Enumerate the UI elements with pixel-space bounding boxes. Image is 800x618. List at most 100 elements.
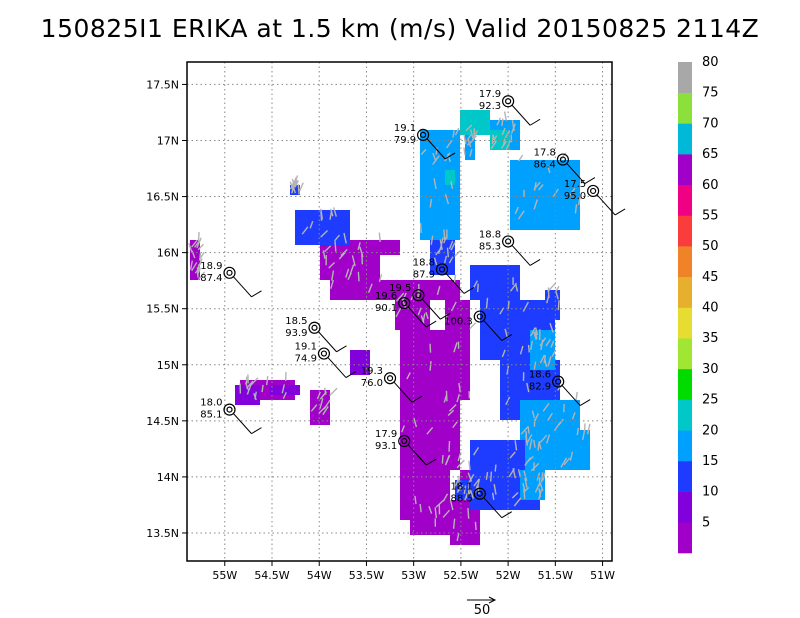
wind-vector [329, 387, 338, 397]
station-value-bottom: 79.9 [394, 135, 416, 146]
colorbar-swatch [678, 276, 692, 308]
colorbar-swatch [678, 215, 692, 247]
wind-vector [537, 184, 544, 191]
wind-speed-cell [530, 330, 555, 370]
wind-vector [540, 472, 544, 483]
wind-vector [334, 234, 340, 242]
station-value-bottom: 74.9 [295, 354, 317, 365]
wind-speed-cell [470, 265, 520, 300]
station-marker-inner [505, 238, 512, 245]
wind-vector [491, 492, 495, 500]
wind-vector [332, 207, 337, 217]
station-value-top: 19.5 [389, 283, 411, 294]
wind-vector [574, 204, 578, 214]
wind-vector [555, 292, 559, 300]
wind-speed-cell [450, 510, 480, 545]
wind-speed-cell [445, 300, 470, 400]
wind-vector [191, 250, 196, 259]
wind-vector [550, 340, 555, 348]
wind-vector [447, 153, 452, 162]
wind-vector [545, 338, 551, 347]
station-value-bottom: 87.4 [200, 273, 222, 284]
wind-speed-cell [545, 290, 560, 320]
wind-vector [433, 257, 438, 266]
wind-vector [443, 255, 448, 264]
colorbar-swatch [678, 62, 692, 93]
wind-barb-flag [425, 320, 437, 328]
colorbar-label: 75 [702, 86, 719, 101]
wind-vector [542, 403, 550, 412]
wind-vector [534, 331, 538, 340]
wind-vector [446, 140, 453, 149]
wind-vector [524, 457, 532, 467]
wind-barb-flag [444, 152, 456, 160]
wind-vector [323, 399, 331, 410]
wind-vector [513, 497, 522, 507]
wind-vector [463, 147, 466, 156]
wind-vector [467, 138, 472, 148]
wind-vector [529, 327, 536, 337]
wind-vector [489, 471, 493, 482]
wind-speed-cell [350, 350, 370, 375]
y-tick-label: 13.5N [146, 527, 179, 540]
wind-vector [345, 268, 350, 278]
wind-vector [329, 210, 333, 220]
station-value-bottom: 82.9 [529, 382, 551, 393]
wind-barb-staff [561, 385, 581, 406]
station-value-top: 19.1 [295, 342, 317, 353]
wind-vector [452, 130, 455, 138]
wind-vector [547, 412, 553, 421]
wind-vector [343, 232, 347, 244]
wind-vector [322, 250, 326, 259]
wind-vector [469, 148, 473, 157]
wind-barb-staff [483, 497, 503, 519]
wind-barb-flag [579, 399, 591, 407]
wind-vector [504, 130, 511, 139]
colorbar-swatch [678, 92, 692, 124]
wind-vector [528, 438, 533, 450]
wind-vector [501, 127, 506, 136]
colorbar-label: 55 [702, 208, 719, 223]
chart-title: 150825I1 ERIKA at 1.5 km (m/s) Valid 201… [40, 14, 760, 43]
wind-vector [452, 518, 456, 529]
wind-vector [449, 404, 457, 412]
station-marker-outer [317, 347, 331, 360]
wind-vector [534, 483, 540, 493]
station-marker-inner [555, 378, 562, 385]
wind-vector [546, 294, 550, 304]
wind-vector [576, 427, 580, 436]
y-tick-label: 16N [157, 247, 179, 260]
wind-vector [452, 421, 458, 429]
wind-vector [454, 479, 459, 487]
colorbar-label: 65 [702, 147, 719, 162]
station-value-bottom: 90.1 [375, 303, 397, 314]
wind-vector [417, 307, 422, 316]
x-tick-label: 54.5W [254, 569, 289, 582]
y-tick-label: 17N [157, 134, 179, 147]
wind-vector [517, 210, 525, 220]
wind-vector [261, 384, 264, 393]
x-tick-label: 54W [307, 569, 332, 582]
wind-vector [378, 232, 381, 243]
wind-vector [246, 384, 252, 395]
wind-vector [467, 484, 470, 494]
colorbar-swatch [678, 154, 692, 186]
wind-vector [439, 239, 443, 251]
wind-vector [533, 439, 536, 448]
colorbar-label: 15 [702, 454, 719, 469]
wind-vector [469, 488, 475, 499]
wind-vector [533, 331, 537, 340]
wind-barb-staff [318, 331, 337, 353]
wind-vector [430, 235, 434, 245]
wind-vector [357, 242, 361, 251]
wind-barb-flag [440, 312, 451, 320]
wind-vector [569, 187, 576, 196]
x-axis: 55W 54.5W 54W 53.5W 53W 52.5W 52W 51.5W 51W [212, 561, 615, 582]
station-marker-inner [415, 292, 422, 299]
wind-vector [539, 434, 548, 444]
wind-vector [254, 391, 257, 400]
station-marker-outer [473, 487, 486, 500]
station-value-bottom: 88.5 [451, 494, 473, 505]
wind-speed-cell [190, 240, 200, 280]
